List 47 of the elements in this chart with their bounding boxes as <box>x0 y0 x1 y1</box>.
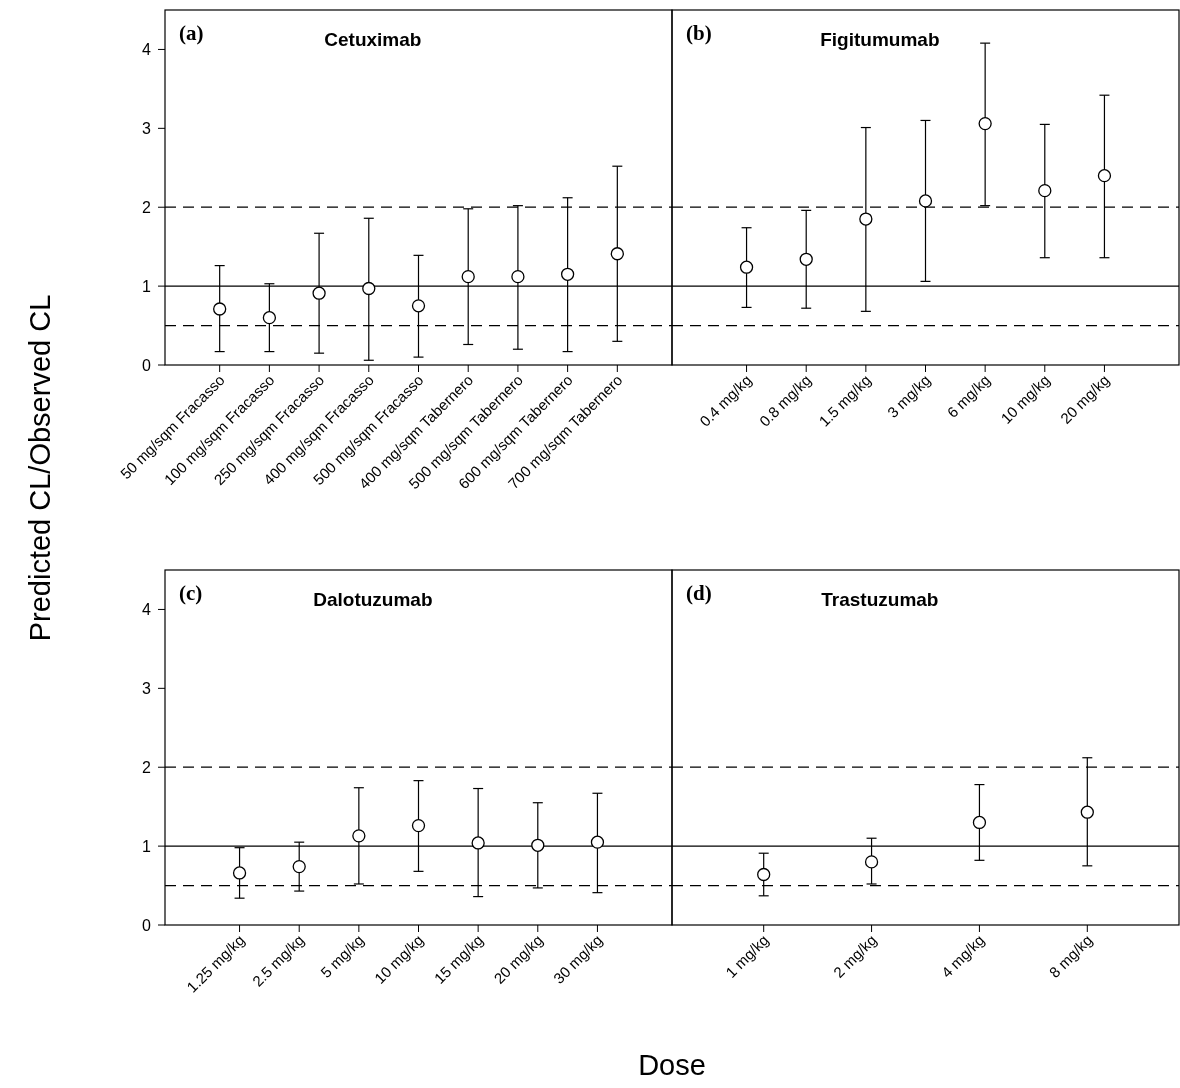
point <box>213 302 227 316</box>
point <box>799 252 813 266</box>
text: Trastuzumab <box>821 589 939 610</box>
y-tick-label: 0 <box>142 916 152 934</box>
point <box>972 815 987 830</box>
annotation: (b) <box>686 21 712 45</box>
point <box>610 247 624 261</box>
point <box>1097 169 1112 183</box>
point <box>757 867 771 882</box>
point <box>312 286 326 300</box>
text: Dalotuzumab <box>313 589 433 610</box>
point <box>461 269 475 284</box>
y-tick-label: 1 <box>142 837 152 855</box>
point <box>864 855 879 869</box>
point <box>859 212 873 226</box>
point <box>560 267 575 281</box>
point <box>362 281 376 296</box>
point <box>471 836 485 850</box>
point <box>411 299 426 313</box>
annotation: (a) <box>179 21 204 45</box>
point <box>739 260 754 274</box>
point <box>262 311 277 325</box>
point <box>411 818 426 833</box>
y-tick-label: 2 <box>142 758 152 776</box>
annotation: (c) <box>179 581 203 605</box>
y-tick-label: 2 <box>142 198 152 216</box>
point <box>292 859 306 874</box>
text: Figitumumab <box>820 29 940 50</box>
y-tick-label: 0 <box>142 356 152 374</box>
y-tick-label: 3 <box>142 679 152 697</box>
point <box>352 829 366 843</box>
point <box>232 866 247 880</box>
point <box>531 838 545 852</box>
y-tick-label: 3 <box>142 119 152 137</box>
annotation: (d) <box>686 581 712 605</box>
point <box>1038 184 1052 198</box>
y-tick-label: 4 <box>142 41 152 59</box>
y-tick-label: 4 <box>142 601 152 619</box>
y-axis-title: Predicted CL/Observed CL <box>24 294 56 642</box>
point <box>978 116 992 131</box>
point <box>590 835 605 849</box>
point <box>918 194 933 208</box>
y-tick-label: 1 <box>142 277 152 295</box>
point <box>511 269 525 284</box>
point <box>1080 805 1094 819</box>
x-axis-title: Dose <box>638 1049 706 1081</box>
text: Cetuximab <box>324 29 422 50</box>
